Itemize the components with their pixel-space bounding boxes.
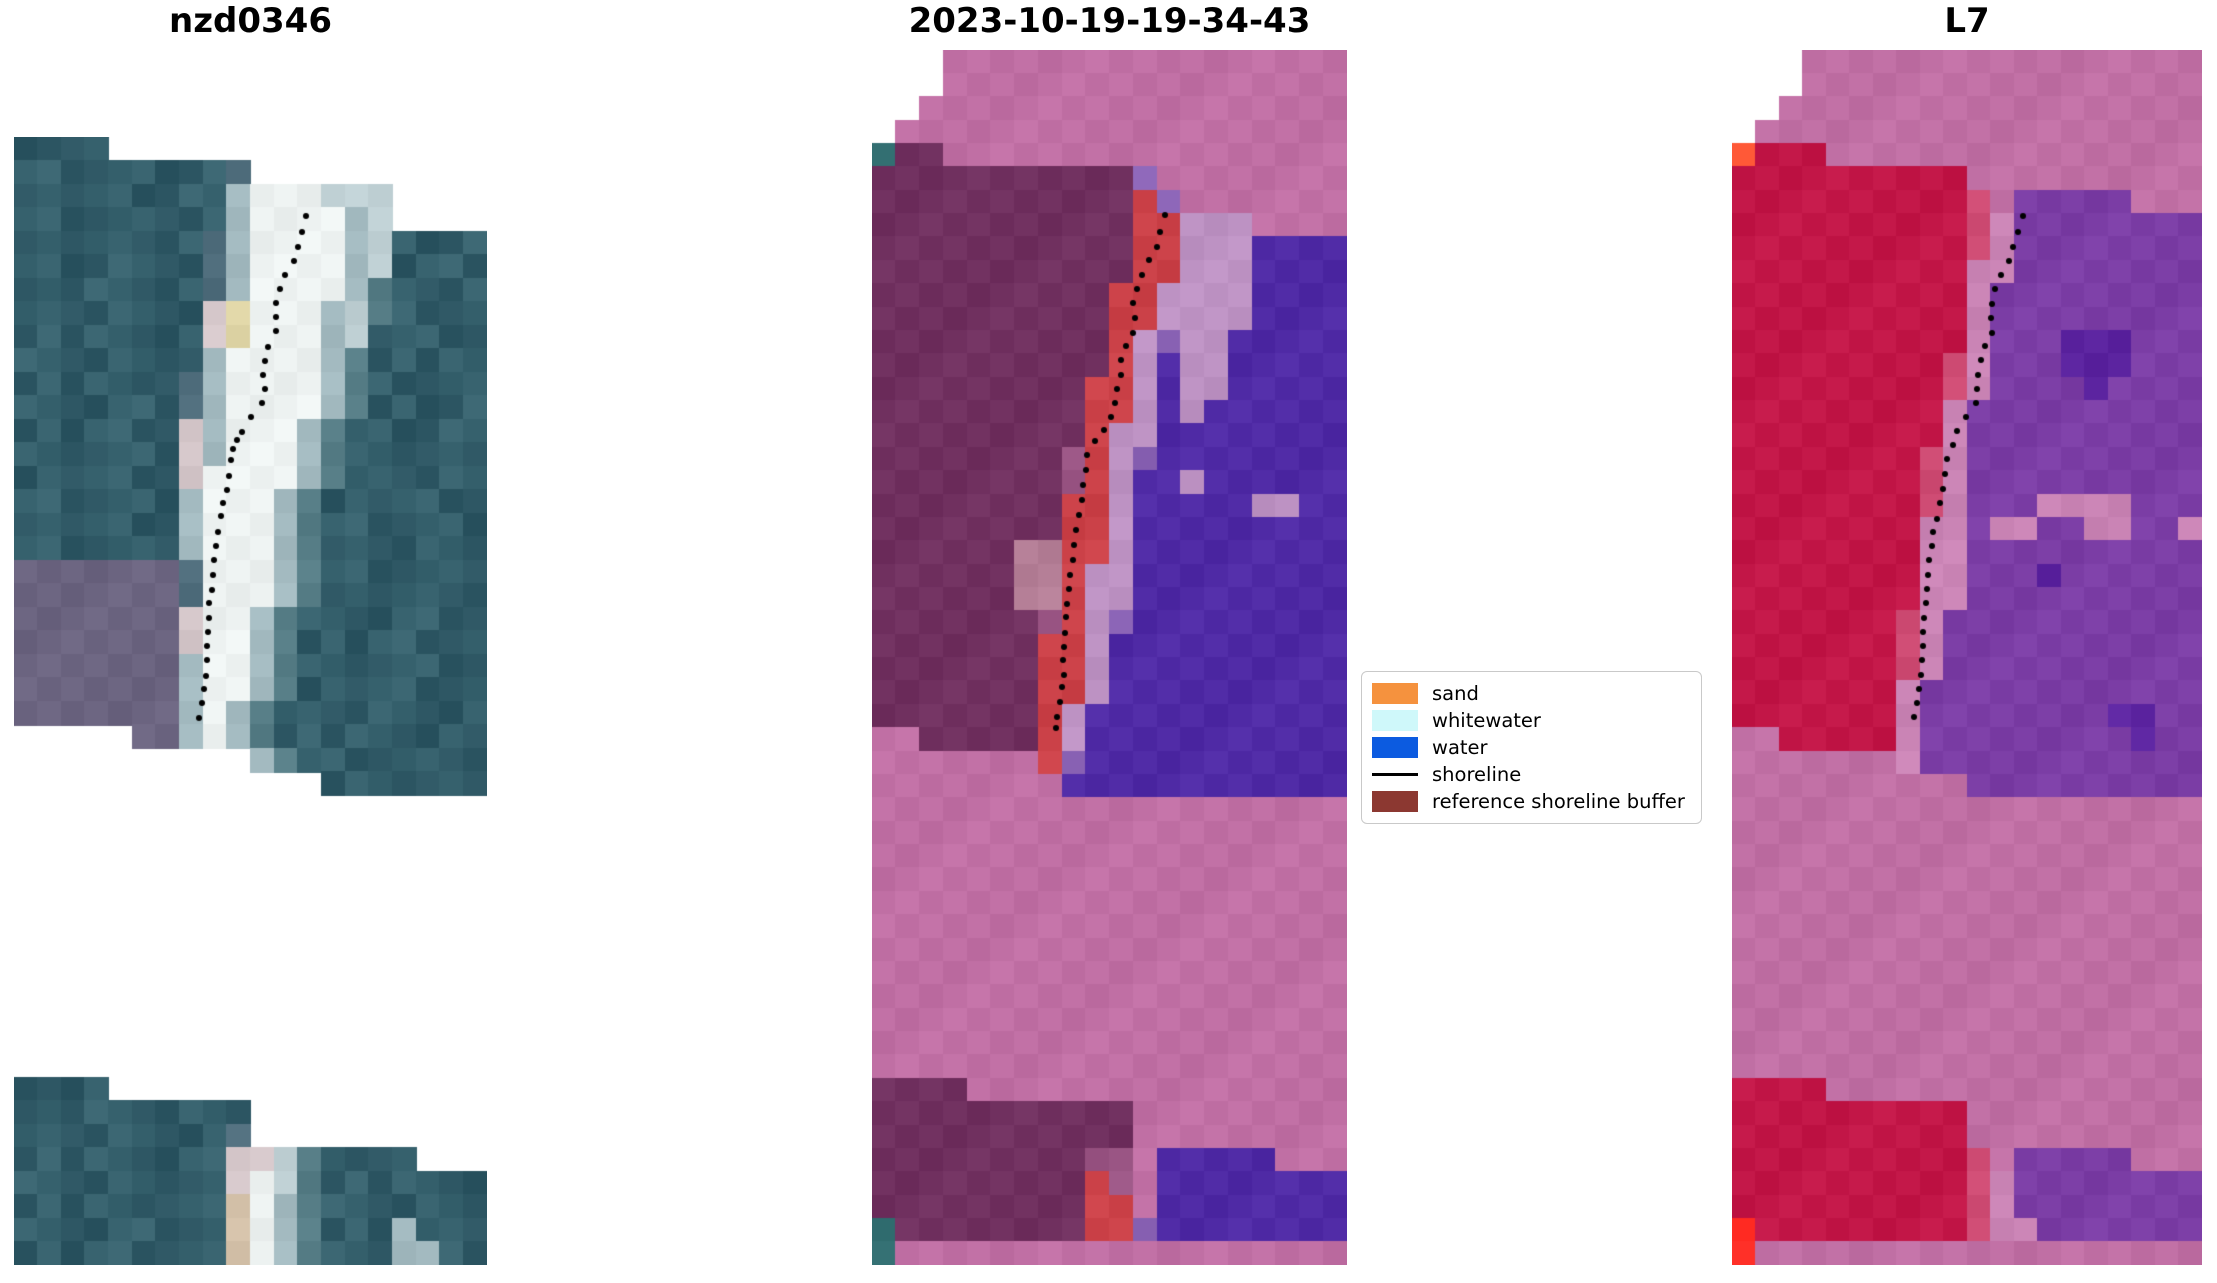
legend: sand whitewater water shoreline referenc… [1361, 671, 1702, 824]
panel-title-l7: L7 [1944, 1, 1990, 41]
legend-item: sand [1372, 680, 1691, 707]
legend-item: shoreline [1372, 761, 1691, 788]
shoreline-line-swatch [1372, 773, 1418, 776]
legend-label-water: water [1432, 735, 1488, 759]
legend-item: whitewater [1372, 707, 1691, 734]
panel-title-date: 2023-10-19-19-34-43 [908, 1, 1311, 41]
sand-swatch [1372, 683, 1418, 704]
legend-label-whitewater: whitewater [1432, 708, 1541, 732]
l7-image-panel [1732, 50, 2202, 1265]
whitewater-swatch [1372, 710, 1418, 731]
legend-item: water [1372, 734, 1691, 761]
legend-label-shoreline: shoreline [1432, 762, 1522, 786]
classified-image-panel [872, 50, 1347, 1265]
rgb-image-panel [14, 137, 487, 1265]
legend-label-reference-buffer: reference shoreline buffer [1432, 789, 1685, 813]
legend-item: reference shoreline buffer [1372, 788, 1691, 815]
reference-buffer-swatch [1372, 791, 1418, 812]
water-swatch [1372, 737, 1418, 758]
legend-label-sand: sand [1432, 681, 1479, 705]
panel-title-nzd0346: nzd0346 [169, 1, 332, 41]
